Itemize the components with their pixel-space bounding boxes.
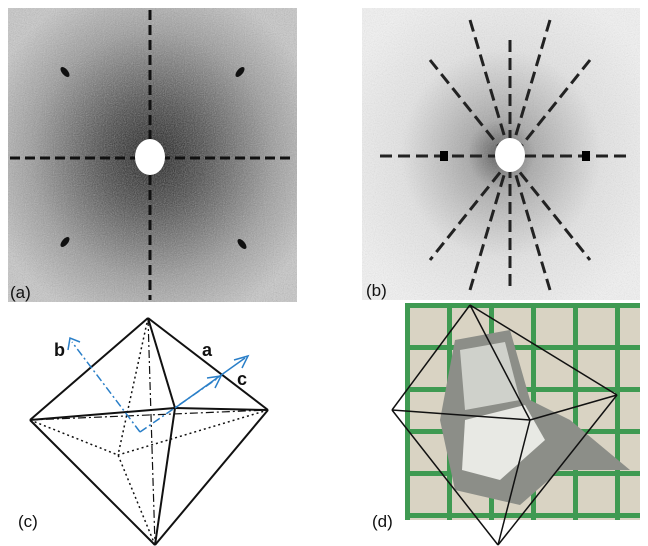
panel-label: (d) bbox=[372, 512, 393, 531]
panel-d: (d) bbox=[372, 303, 640, 545]
axis-label: a bbox=[202, 340, 213, 360]
panel-c: b a c (c) bbox=[18, 318, 268, 545]
panel-label: (a) bbox=[10, 283, 31, 302]
panel-a: (a) bbox=[8, 8, 297, 302]
panel-b: (b) bbox=[362, 8, 640, 300]
panel-label: (c) bbox=[18, 512, 38, 531]
axis-label: b bbox=[54, 340, 65, 360]
axis-label: c bbox=[237, 369, 247, 389]
panel-label: (b) bbox=[366, 281, 387, 300]
figure: (a) (b) bbox=[0, 0, 648, 546]
